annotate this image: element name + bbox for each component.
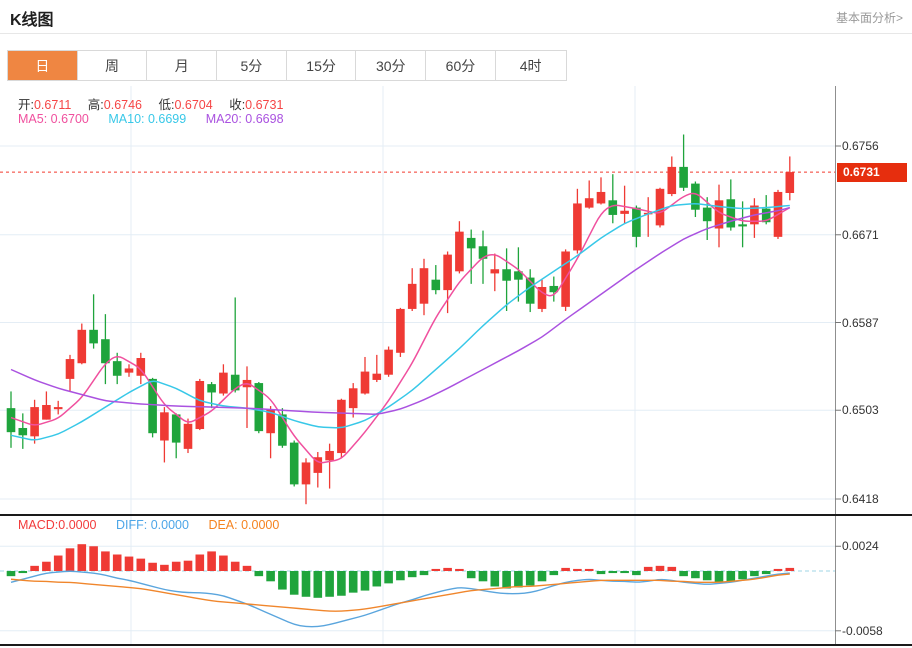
price-axis-label: 0.6418 [842,492,879,506]
ma-info: MA5: 0.6700 MA10: 0.6699 MA20: 0.6698 [18,112,300,126]
open-value: 0.6711 [33,98,72,112]
macd-axis-label: 0.0024 [842,539,879,553]
diff-value: DIFF: 0.0000 [116,518,189,532]
close-label: 收: [229,98,246,112]
tab-60min[interactable]: 60分 [426,51,496,80]
ma20-value: MA20: 0.6698 [205,112,284,126]
high-label: 高: [87,98,104,112]
low-value: 0.6704 [174,98,213,112]
low-label: 低: [158,98,175,112]
macd-legend: MACD:0.0000 DIFF: 0.0000 DEA: 0.0000 [18,518,295,532]
open-label: 开: [18,98,34,112]
last-price-badge: 0.6731 [837,163,907,182]
tab-5min[interactable]: 5分 [217,51,287,80]
price-axis-label: 0.6756 [842,139,879,153]
price-axis-label: 0.6671 [842,228,879,242]
header-divider [0,33,912,34]
macd-axis-label: -0.0058 [842,624,883,638]
tab-30min[interactable]: 30分 [356,51,427,80]
price-axis-label: 0.6503 [842,403,879,417]
page-title: K线图 [10,12,54,29]
close-value: 0.6731 [245,98,284,112]
fundamental-analysis-link[interactable]: 基本面分析> [835,11,903,25]
dea-value: DEA: 0.0000 [208,518,280,532]
tab-15min[interactable]: 15分 [287,51,357,80]
tab-month[interactable]: 月 [147,51,218,80]
tab-4hour[interactable]: 4时 [519,57,542,74]
price-axis-label: 0.6587 [842,316,879,330]
period-tabbar: 日 周 月 5分 15分 30分 60分 4时 [7,50,567,81]
macd-value: MACD:0.0000 [18,518,97,532]
tab-week[interactable]: 周 [78,51,148,80]
tab-day[interactable]: 日 [8,51,78,80]
ohlc-info: 开:0.6711 高:0.6746 低:0.6704 收:0.6731 [18,94,296,113]
high-value: 0.6746 [103,98,142,112]
ma5-value: MA5: 0.6700 [18,112,89,126]
ma10-value: MA10: 0.6699 [108,112,187,126]
